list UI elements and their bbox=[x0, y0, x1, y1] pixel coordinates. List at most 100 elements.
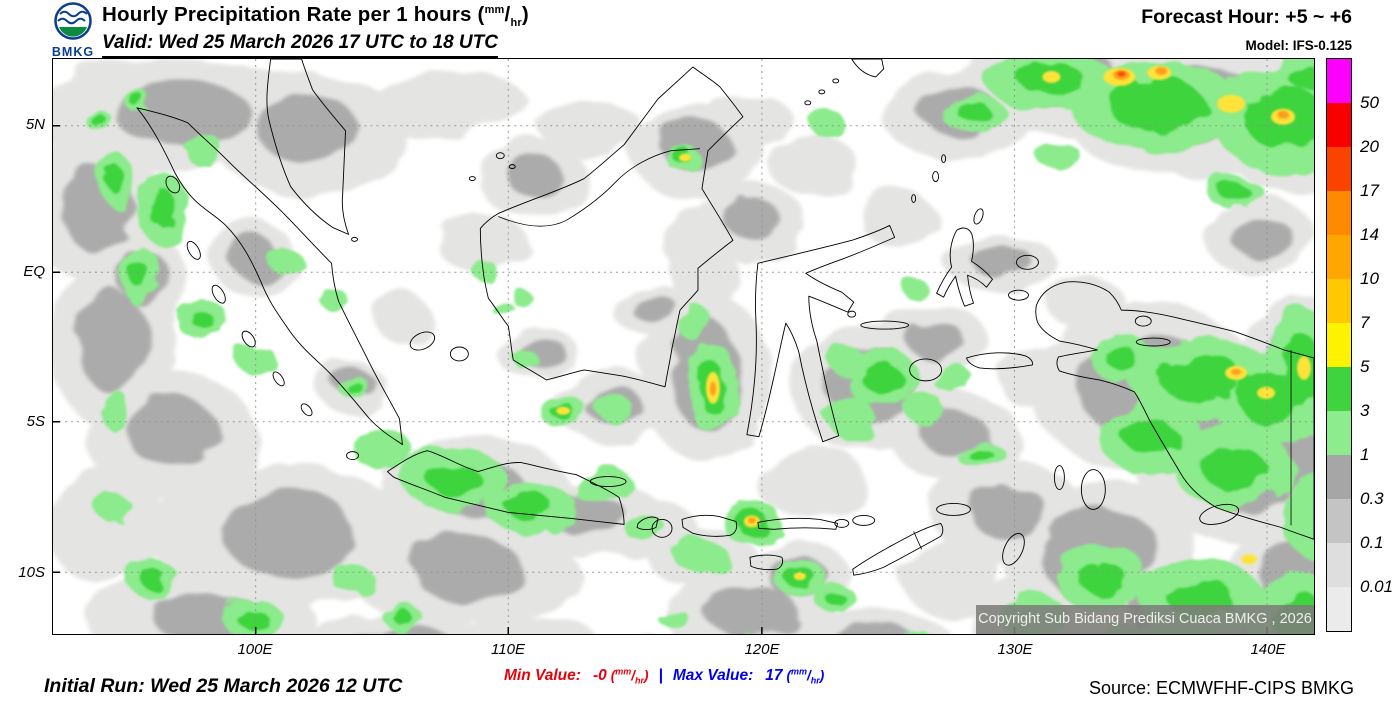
min-label: Min Value: bbox=[504, 666, 581, 684]
malay-peninsula-coastline bbox=[266, 59, 349, 235]
yapen-island bbox=[1135, 337, 1171, 347]
sumatra-coastline bbox=[136, 107, 403, 446]
max-unit: (mm/hr) bbox=[786, 666, 825, 686]
waigeo-island bbox=[1016, 254, 1039, 270]
unit-open: ( bbox=[786, 667, 792, 683]
source-text: Source: ECMWFHF-CIPS BMKG bbox=[1088, 678, 1354, 698]
bmkg-logo-icon bbox=[54, 2, 92, 40]
singapore-island bbox=[351, 236, 358, 242]
coastlines bbox=[136, 59, 1314, 576]
banggai-island bbox=[847, 310, 857, 318]
colorbar-cell bbox=[1327, 455, 1351, 499]
mentawai-island bbox=[241, 330, 256, 348]
max-value: 17 bbox=[765, 666, 783, 684]
mentawai-island bbox=[272, 371, 285, 387]
anambas-island bbox=[468, 176, 476, 182]
dolak-island bbox=[1199, 503, 1240, 525]
lat-tick-label: 5S bbox=[26, 413, 45, 430]
colorbar-tick-label: 0.01 bbox=[1360, 577, 1394, 596]
precip-layer-yellow bbox=[556, 65, 1312, 581]
papua-coastline bbox=[1035, 281, 1314, 540]
sulu-island bbox=[804, 100, 812, 106]
colorbar-cell bbox=[1327, 235, 1351, 279]
philippines-corner-coastline bbox=[851, 59, 885, 78]
alor-island bbox=[834, 518, 850, 528]
madura-island bbox=[589, 476, 627, 487]
mentawai-island bbox=[211, 284, 226, 304]
colorbar-cell bbox=[1327, 411, 1351, 455]
sula-island bbox=[860, 320, 910, 330]
halmahera-coastline bbox=[936, 227, 993, 307]
page-title: Hourly Precipitation Rate per 1 hours (m… bbox=[102, 3, 529, 29]
timor-leste-border bbox=[913, 531, 922, 550]
unit-denominator: hr bbox=[810, 675, 820, 686]
initial-run: Initial Run: Wed 25 March 2026 12 UTC bbox=[44, 675, 403, 697]
lon-tick-label: 100E bbox=[237, 641, 273, 658]
unit-numerator: mm bbox=[791, 666, 808, 676]
colorbar-cell bbox=[1327, 367, 1351, 411]
timor-coastline bbox=[852, 522, 944, 576]
min-value: -0 bbox=[592, 666, 607, 684]
mentawai-island bbox=[165, 175, 181, 194]
natuna-island bbox=[495, 152, 505, 160]
title-unit-denominator: hr bbox=[510, 17, 522, 30]
talaud-island bbox=[932, 171, 940, 183]
lat-tick-label: 5N bbox=[25, 116, 45, 133]
wetar-island bbox=[936, 503, 971, 516]
sulu-island bbox=[818, 89, 826, 95]
sulu-island bbox=[832, 78, 840, 84]
unit-numerator: mm bbox=[615, 666, 632, 676]
lombok-island bbox=[651, 518, 673, 538]
colorbar-cell bbox=[1327, 587, 1351, 631]
copyright-banner: Copyright Sub Bidang Prediksi Cuaca BMKG… bbox=[976, 605, 1314, 634]
bali-coastline bbox=[636, 516, 659, 531]
map-area: Copyright Sub Bidang Prediksi Cuaca BMKG… bbox=[52, 58, 1315, 635]
precip-layer-red bbox=[1117, 71, 1126, 77]
colorbar-tick-label: 14 bbox=[1360, 225, 1379, 244]
model-name: Model: IFS-0.125 bbox=[1245, 38, 1352, 53]
enggano-island bbox=[346, 451, 359, 461]
unit-slash: / bbox=[807, 667, 811, 683]
sangihe-island bbox=[911, 194, 917, 203]
lon-tick-label: 120E bbox=[744, 641, 780, 658]
aru-island bbox=[1080, 469, 1106, 510]
bmkg-logo-label: BMKG bbox=[51, 45, 95, 59]
title-unit-numerator: mm bbox=[484, 4, 505, 17]
title-unit-slash: / bbox=[504, 3, 511, 26]
title-suffix: ) bbox=[521, 3, 529, 26]
colorbar-tick-label: 17 bbox=[1360, 181, 1379, 200]
unit-slash: / bbox=[631, 667, 636, 683]
sumba-coastline bbox=[749, 554, 784, 571]
morotai-island bbox=[973, 208, 984, 225]
minmax-divider: | bbox=[658, 666, 663, 684]
sulawesi-coastline bbox=[746, 224, 896, 443]
colorbar-tick-label: 50 bbox=[1360, 93, 1379, 112]
colorbar-tick-label: 20 bbox=[1360, 137, 1379, 156]
seram-coastline bbox=[966, 352, 1034, 370]
grid-lines bbox=[53, 59, 1314, 634]
bangka-island bbox=[409, 331, 436, 351]
mentawai-island bbox=[300, 403, 313, 417]
unit-close: ) bbox=[819, 667, 825, 683]
colorbar-cell bbox=[1327, 279, 1351, 323]
colorbar-cell bbox=[1327, 191, 1351, 235]
min-value-group: Min Value: -0 (mm/hr) bbox=[504, 666, 649, 685]
kalimantan-border bbox=[498, 148, 701, 227]
colorbar-tick-label: 0.3 bbox=[1360, 489, 1384, 508]
colorbar-cell bbox=[1327, 59, 1351, 103]
country-borders bbox=[498, 148, 1292, 550]
min-max-values: Min Value: -0 (mm/hr) | Max Value: 17 (mm/hr) bbox=[504, 666, 824, 685]
lon-tick-label: 140E bbox=[1250, 641, 1286, 658]
flores-coastline bbox=[757, 517, 839, 530]
talaud-island bbox=[941, 154, 947, 164]
colorbar-tick-label: 10 bbox=[1360, 269, 1379, 288]
buru-island bbox=[909, 358, 943, 382]
colorbar-tick-label: 0.1 bbox=[1360, 533, 1384, 552]
header-meta: Forecast Hour: +5 ~ +6 Model: IFS-0.125 bbox=[1141, 6, 1352, 53]
colorbar-tick-label: 7 bbox=[1360, 313, 1370, 332]
valid-time: Valid: Wed 25 March 2026 17 UTC to 18 UT… bbox=[102, 32, 498, 59]
lon-tick-label: 130E bbox=[997, 641, 1033, 658]
alor-island bbox=[852, 514, 876, 526]
mentawai-island bbox=[186, 240, 201, 260]
